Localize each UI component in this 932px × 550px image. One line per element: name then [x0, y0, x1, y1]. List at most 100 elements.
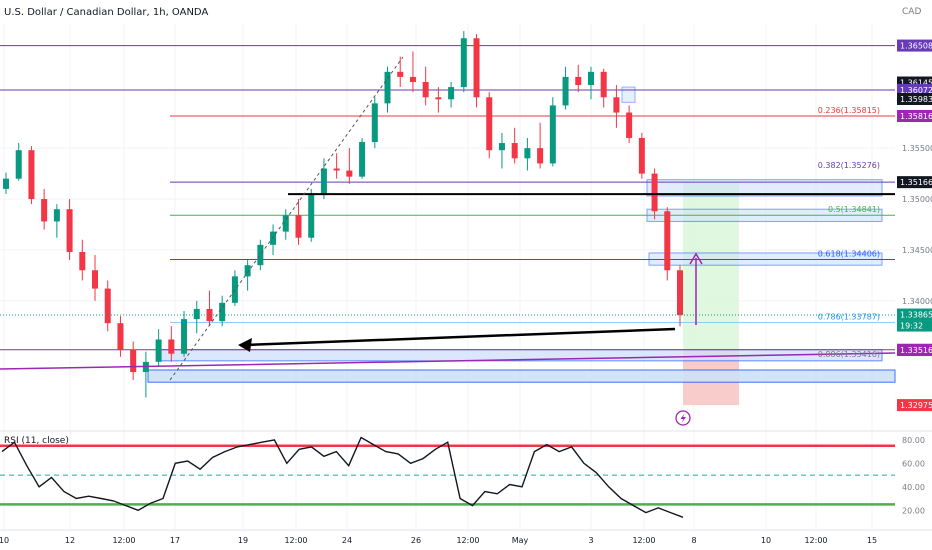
chart-title: U.S. Dollar / Canadian Dollar, 1h, OANDA: [4, 7, 208, 18]
candle-body-20: [257, 244, 264, 266]
price-tag-bg-5: [897, 176, 932, 189]
candle-body-31: [397, 71, 404, 77]
candle-body-38: [486, 97, 493, 151]
rsi-tick-0: 80.00: [902, 436, 925, 445]
price-tag-4: 1.35816: [900, 112, 932, 121]
candle-body-40: [511, 143, 518, 159]
candle-body-2: [28, 150, 35, 200]
time-tick-6: 24: [342, 536, 352, 545]
time-tick-2: 12:00: [112, 536, 135, 545]
candle-body-4: [53, 209, 60, 222]
time-tick-5: 12:00: [284, 536, 307, 545]
price-tag-bg-0: [897, 39, 932, 52]
candle-body-46: [587, 71, 594, 86]
candle-body-23: [295, 215, 302, 238]
candle-body-53: [677, 270, 683, 316]
rsi-pane[interactable]: 80.00 60.00 40.00 20.00: [0, 436, 925, 518]
candle-body-5: [66, 209, 73, 252]
fib-label-0.382: 0.382(1.35276): [818, 161, 880, 170]
zone-rect-1: [147, 369, 896, 383]
candle-body-33: [422, 82, 429, 98]
candle-body-39: [498, 143, 505, 151]
fib-label-0.5: 0.5(1.34841): [828, 205, 880, 214]
candle-body-43: [549, 105, 556, 164]
candle-body-0: [3, 178, 9, 189]
time-tick-9: May: [512, 536, 529, 545]
price-tag-9: 1.32975: [900, 401, 932, 410]
candle-body-19: [244, 265, 251, 277]
price-tag-bg-6: [897, 308, 932, 321]
time-tick-8: 12:00: [456, 536, 479, 545]
candle-body-44: [562, 76, 569, 106]
price-tick-2: 1.34500: [902, 246, 932, 255]
time-tick-15: 15: [867, 536, 877, 545]
fib-label-0.886: 0.886(1.33416): [818, 350, 880, 359]
black-arrow-head: [238, 338, 252, 352]
lightning-icon[interactable]: [675, 410, 691, 426]
time-tick-0: 10: [0, 536, 9, 545]
fib-labels: 0.236(1.35815) 0.382(1.35276) 0.5(1.34841)…: [818, 106, 880, 359]
candle-body-10: [130, 349, 137, 373]
price-tag-6: 1.33865: [900, 311, 932, 320]
time-tick-1: 12: [65, 536, 75, 545]
candle-body-18: [231, 276, 238, 303]
grid-lines: [0, 24, 932, 530]
rsi-tick-2: 40.00: [902, 483, 925, 492]
black-arrow-line: [244, 327, 676, 347]
candle-body-34: [435, 97, 442, 100]
price-tag-bg-9: [897, 399, 932, 412]
time-tick-7: 26: [411, 536, 421, 545]
purple-trendline: [0, 352, 896, 370]
price-tag-2: 1.36072: [900, 86, 932, 95]
candle-body-25: [320, 168, 327, 194]
price-tag-3: 1.35983: [900, 95, 932, 104]
time-tick-11: 12:00: [632, 536, 655, 545]
rsi-line: [1, 436, 684, 518]
candle-body-37: [473, 38, 480, 98]
candle-body-24: [308, 193, 315, 238]
price-tick-3: 1.34000: [902, 297, 932, 306]
candle-body-48: [613, 97, 620, 113]
price-tag-8: 1.33516: [900, 346, 932, 355]
rsi-title: RSI (11, close): [4, 436, 69, 446]
candle-body-28: [359, 142, 366, 177]
fib-label-0.618: 0.618(1.34406): [818, 249, 880, 258]
candle-body-27: [346, 170, 353, 177]
time-tick-4: 19: [238, 536, 248, 545]
price-tag-5: 1.35166: [900, 178, 932, 187]
price-tag-0: 1.36508: [900, 42, 932, 51]
price-tag-bg-2: [897, 83, 932, 96]
fib-label-0.786: 0.786(1.33787): [818, 312, 880, 321]
candle-body-35: [448, 87, 455, 100]
time-tick-3: 17: [170, 536, 180, 545]
price-tag-bg-4: [897, 109, 932, 122]
candle-body-13: [168, 339, 175, 354]
price-tag-bg-3: [897, 92, 932, 105]
zone-rect-2: [646, 179, 883, 197]
rsi-tick-3: 20.00: [902, 506, 925, 515]
price-tag-bg-8: [897, 344, 932, 357]
purple-arrow-head: [689, 252, 703, 265]
countdown-bg: [897, 320, 932, 332]
candle-body-21: [270, 231, 277, 245]
time-axis[interactable]: 10 12 12:00 17 19 12:00 24 26 12:00 May 3 12:00 8 10 1…: [0, 529, 932, 545]
profit-zone: [683, 182, 739, 350]
candle-body-1: [15, 150, 22, 179]
price-tick-0: 1.35500: [902, 144, 932, 153]
candle-body-22: [282, 215, 289, 232]
candle-body-16: [206, 308, 213, 322]
candle-body-26: [333, 168, 340, 171]
fib-label-0.236: 0.236(1.35815): [818, 106, 880, 115]
zone-rect-5: [621, 86, 636, 103]
horizontal-lines: [0, 45, 895, 351]
price-axis[interactable]: 1.35500 1.35000 1.34500 1.34000 1.36508 1.361…: [897, 39, 932, 412]
candle-body-9: [117, 323, 124, 350]
candle-body-50: [638, 137, 645, 174]
candle-body-30: [384, 71, 391, 104]
currency-label: CAD: [902, 7, 921, 17]
candle-body-45: [575, 76, 582, 86]
candle-body-51: [651, 173, 658, 212]
candle-body-14: [181, 319, 188, 354]
time-tick-10: 3: [588, 536, 593, 545]
